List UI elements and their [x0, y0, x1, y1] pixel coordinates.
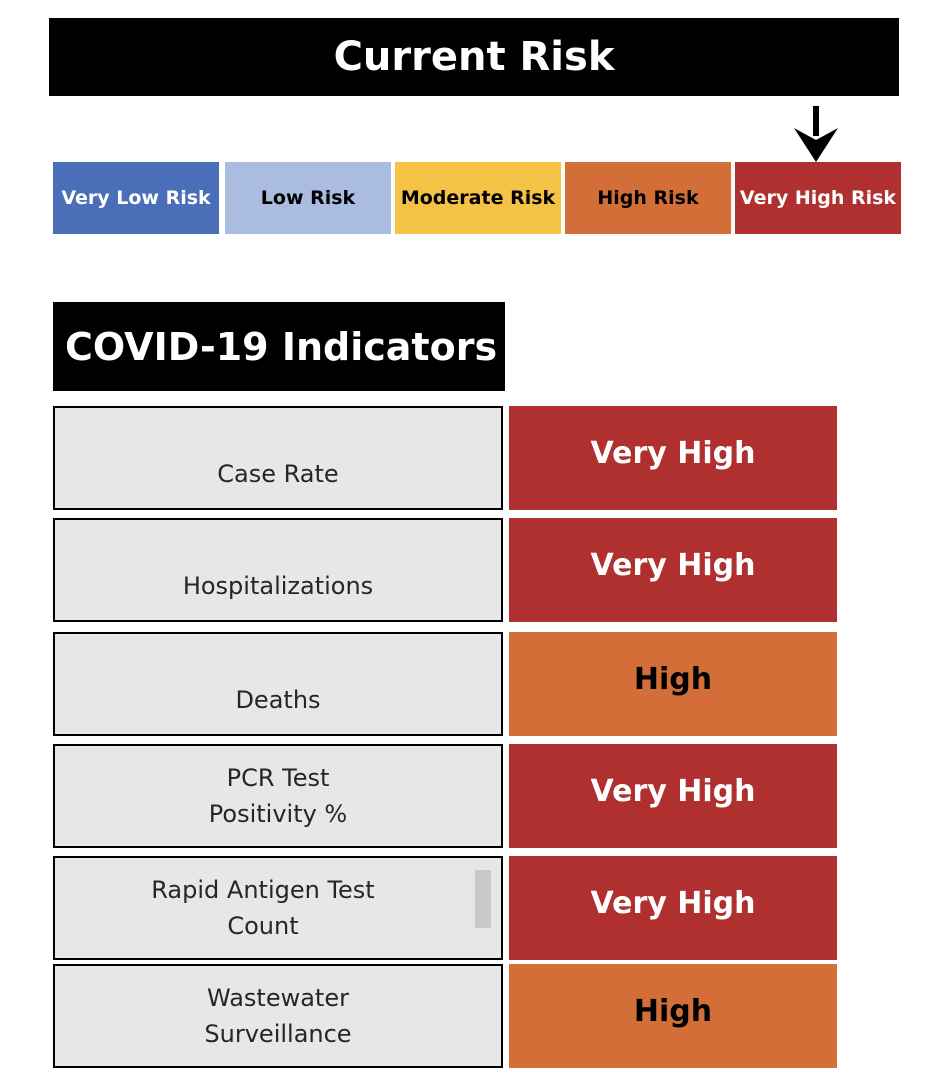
indicator-label-cell: Hospitalizations — [53, 518, 503, 622]
indicator-label: PCR Test — [226, 764, 330, 792]
indicator-label-cell: Wastewater Surveillance — [53, 964, 503, 1068]
indicator-label: Case Rate — [217, 460, 339, 488]
indicator-label-cell: Rapid Antigen Test Count — [53, 856, 503, 960]
risk-scale: Very Low Risk Low Risk Moderate Risk Hig… — [53, 162, 903, 234]
indicator-label-cell: Deaths — [53, 632, 503, 736]
current-risk-title: Current Risk — [49, 18, 899, 96]
scrollbar-thumb[interactable] — [475, 870, 491, 928]
indicator-label: Rapid Antigen Test — [151, 876, 375, 904]
risk-level-low: Low Risk — [225, 162, 391, 234]
risk-level-very-high: Very High Risk — [735, 162, 901, 234]
indicator-risk-value: Very High — [509, 518, 837, 622]
indicator-risk-value: High — [509, 632, 837, 736]
indicator-risk-value: Very High — [509, 406, 837, 510]
indicator-label: Deaths — [235, 686, 321, 714]
down-arrow-icon — [794, 106, 838, 162]
indicator-label: Wastewater — [207, 984, 349, 1012]
risk-level-very-low: Very Low Risk — [53, 162, 219, 234]
indicator-risk-value: High — [509, 964, 837, 1068]
indicator-label: Count — [227, 912, 299, 940]
risk-level-moderate: Moderate Risk — [395, 162, 561, 234]
indicator-label: Positivity % — [208, 800, 348, 828]
risk-level-high: High Risk — [565, 162, 731, 234]
indicator-risk-value: Very High — [509, 856, 837, 960]
indicators-section-title: COVID-19 Indicators — [53, 302, 505, 391]
indicator-label-cell: Case Rate — [53, 406, 503, 510]
indicator-label: Surveillance — [204, 1020, 352, 1048]
indicator-label-cell: PCR Test Positivity % — [53, 744, 503, 848]
indicator-label: Hospitalizations — [182, 572, 374, 600]
indicator-risk-value: Very High — [509, 744, 837, 848]
